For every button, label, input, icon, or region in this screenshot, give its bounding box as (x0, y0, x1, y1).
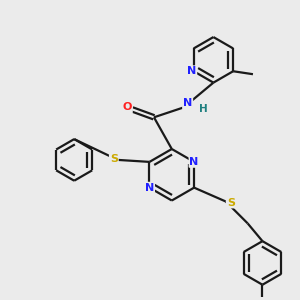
Text: N: N (187, 66, 196, 76)
Text: N: N (190, 157, 199, 167)
Text: N: N (183, 98, 192, 108)
Text: S: S (227, 197, 235, 208)
Text: S: S (110, 154, 118, 164)
Text: H: H (199, 104, 208, 114)
Text: N: N (145, 183, 154, 193)
Text: O: O (122, 102, 132, 112)
